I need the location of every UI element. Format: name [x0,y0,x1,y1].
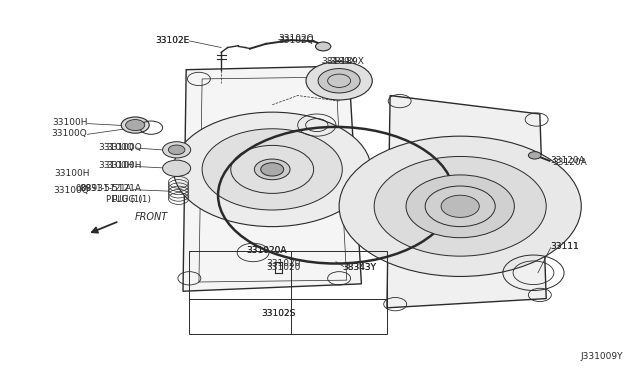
Circle shape [125,119,145,131]
Text: 33100Q: 33100Q [98,143,134,152]
Text: 33102E: 33102E [155,36,189,45]
Circle shape [316,42,331,51]
Circle shape [163,160,191,176]
Text: 33100H: 33100H [54,169,90,177]
Text: 33102S: 33102S [261,309,296,318]
Circle shape [374,157,546,256]
Text: 33100Q: 33100Q [54,186,90,195]
Text: 331020: 331020 [266,263,300,272]
Circle shape [254,159,290,180]
Text: 331020A: 331020A [246,246,287,255]
Text: 33120A: 33120A [550,156,586,166]
Text: 38189X: 38189X [321,57,356,66]
Text: 38343Y: 38343Y [342,263,376,272]
Circle shape [173,112,371,227]
Text: 33111: 33111 [550,243,579,251]
Polygon shape [183,66,362,291]
Text: 331020: 331020 [266,259,300,268]
Text: 33102E: 33102E [155,36,189,45]
Polygon shape [387,96,546,308]
Text: J331009Y: J331009Y [580,352,623,361]
Text: FRONT: FRONT [135,212,168,222]
Bar [189,251,387,334]
Circle shape [163,142,191,158]
Circle shape [529,152,541,159]
Circle shape [121,117,149,133]
Text: 08931-5121A: 08931-5121A [81,185,141,193]
Text: 33102Q: 33102Q [278,36,314,45]
Text: 38343Y: 38343Y [342,263,376,272]
Circle shape [168,145,185,155]
Text: 33100H: 33100H [52,118,88,127]
Circle shape [202,129,342,210]
Text: 33100Q: 33100Q [106,143,141,152]
Text: 331020A: 331020A [246,246,287,255]
Text: 33102Q: 33102Q [278,34,314,43]
Circle shape [318,68,360,93]
Text: 33100H: 33100H [99,161,134,170]
Text: 38189X: 38189X [330,57,364,66]
Circle shape [339,136,581,276]
Circle shape [406,175,515,238]
Text: PLUG (1): PLUG (1) [106,195,143,204]
Text: 33102S: 33102S [261,309,296,318]
Circle shape [260,163,284,176]
Text: 33120A: 33120A [552,157,588,167]
Circle shape [441,195,479,217]
Circle shape [306,62,372,100]
Text: 33100H: 33100H [106,161,141,170]
Text: 33111: 33111 [550,243,579,251]
Text: 33100Q: 33100Q [52,129,88,138]
Text: 08931-5121A: 08931-5121A [76,185,132,193]
Text: PLUG (1): PLUG (1) [112,195,151,204]
